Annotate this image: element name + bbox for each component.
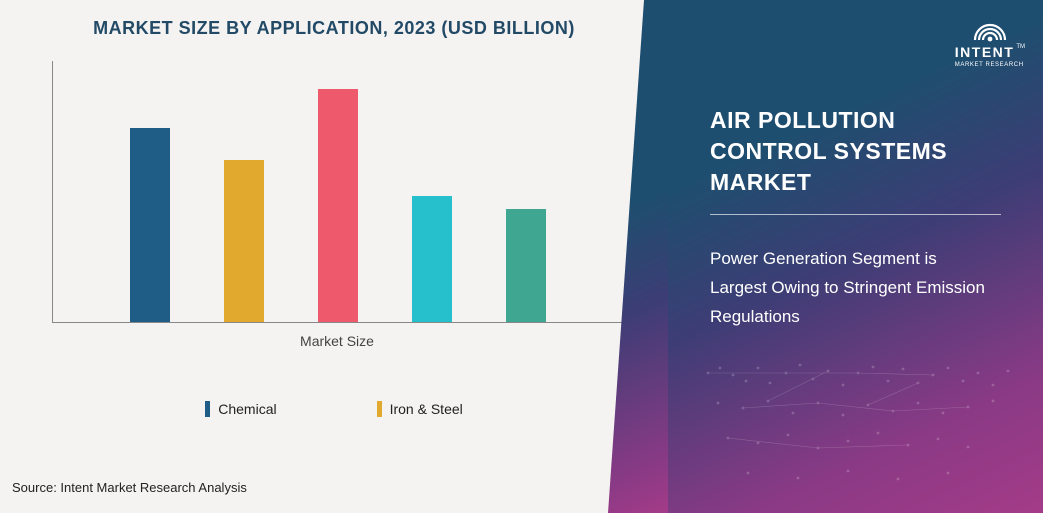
brand-tm: TM [1016, 44, 1025, 50]
bar-cat3 [318, 89, 358, 322]
legend-swatch-iron-steel [377, 401, 382, 417]
chart-area: Market Size [52, 61, 622, 349]
legend-swatch-chemical [205, 401, 210, 417]
legend-item-chemical: Chemical [205, 401, 276, 417]
bar-Iron & Steel [224, 160, 264, 322]
source-text: Source: Intent Market Research Analysis [12, 480, 247, 495]
legend-label-iron-steel: Iron & Steel [390, 401, 463, 417]
legend-label-chemical: Chemical [218, 401, 276, 417]
chart-legend: Chemical Iron & Steel [0, 401, 668, 417]
world-map-overlay-icon [668, 313, 1043, 513]
bar-Chemical [130, 128, 170, 322]
info-divider [710, 214, 1001, 215]
chart-canvas [52, 61, 622, 323]
brand-arcs-icon [970, 14, 1010, 44]
info-panel: INTENTTM MARKET RESEARCH AIR POLLUTION C… [668, 0, 1043, 513]
chart-panel: MARKET SIZE BY APPLICATION, 2023 (USD BI… [0, 0, 668, 513]
chart-title: MARKET SIZE BY APPLICATION, 2023 (USD BI… [0, 18, 668, 39]
info-title: AIR POLLUTION CONTROL SYSTEMS MARKET [710, 105, 1001, 198]
brand-name: INTENT [955, 44, 1015, 60]
bar-cat4 [412, 196, 452, 322]
x-axis-label: Market Size [52, 333, 622, 349]
legend-item-iron-steel: Iron & Steel [377, 401, 463, 417]
bar-cat5 [506, 209, 546, 322]
brand-logo: INTENTTM MARKET RESEARCH [955, 14, 1025, 68]
brand-subtitle: MARKET RESEARCH [955, 62, 1025, 68]
